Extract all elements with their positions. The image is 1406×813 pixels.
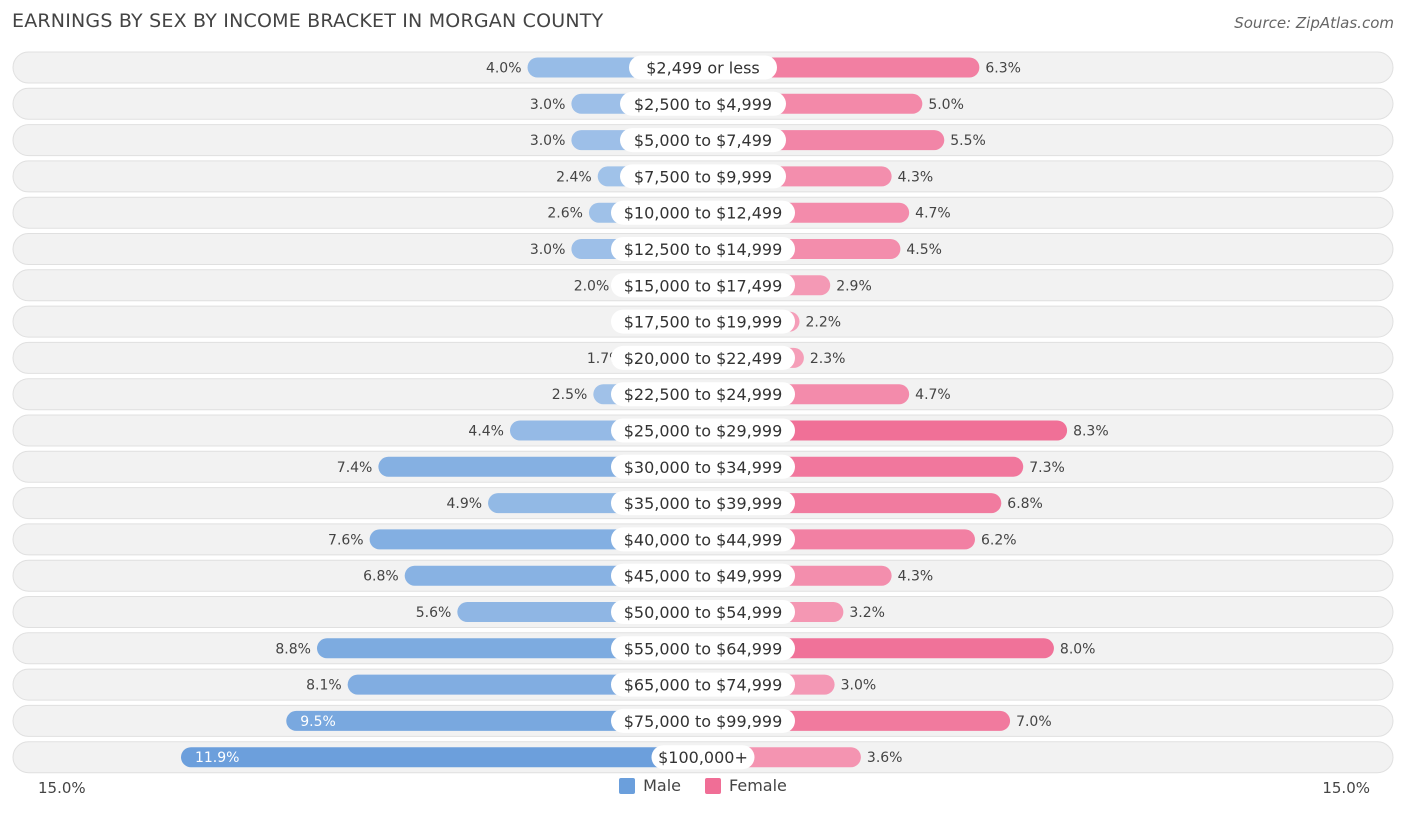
female-value-label: 4.3% [898, 169, 934, 185]
male-value-label: 7.4% [337, 460, 373, 476]
female-value-label: 8.0% [1060, 641, 1096, 657]
category-label: $10,000 to $12,499 [624, 204, 783, 223]
category-label: $75,000 to $99,999 [624, 712, 783, 731]
category-pill [611, 672, 795, 697]
category-pill [611, 636, 795, 661]
category-label: $5,000 to $7,499 [634, 131, 772, 150]
female-value-label: 3.2% [849, 605, 885, 621]
category-label: $2,500 to $4,999 [634, 95, 772, 114]
category-label: $40,000 to $44,999 [624, 530, 783, 549]
female-value-label: 3.6% [867, 750, 903, 766]
female-value-label: 2.3% [810, 351, 846, 367]
legend-male-swatch [619, 777, 636, 794]
legend-female-label: Female [729, 776, 787, 795]
male-bar [286, 710, 703, 731]
category-pill [611, 382, 795, 407]
male-bar [316, 638, 703, 659]
male-value-label: 4.0% [486, 61, 522, 77]
male-value-label: 8.1% [306, 678, 342, 694]
female-value-label: 5.5% [950, 133, 986, 149]
category-pill [611, 200, 795, 225]
male-value-label: 3.0% [530, 133, 566, 149]
male-value-label: 2.0% [574, 278, 610, 294]
category-label: $100,000+ [658, 748, 748, 767]
female-value-label: 6.3% [985, 61, 1021, 77]
female-value-label: 4.3% [898, 569, 934, 585]
female-value-label: 5.0% [928, 97, 964, 113]
female-value-label: 7.3% [1029, 460, 1065, 476]
category-pill [629, 55, 777, 80]
legend-female-swatch [705, 777, 722, 794]
category-pill [611, 345, 795, 370]
female-value-label: 4.7% [915, 206, 951, 222]
male-value-label: 2.4% [556, 169, 592, 185]
male-value-label: 2.5% [552, 387, 588, 403]
category-pill [620, 164, 786, 189]
category-pill [611, 237, 795, 261]
category-label: $55,000 to $64,999 [624, 639, 783, 658]
category-pill [611, 491, 795, 516]
female-value-label: 4.5% [906, 242, 942, 258]
male-value-label: 2.6% [547, 206, 583, 222]
category-pill [611, 527, 795, 552]
legend: Male Female [0, 776, 1406, 795]
category-label: $65,000 to $74,999 [624, 676, 783, 695]
category-pill [611, 273, 795, 298]
male-value-label: 3.0% [530, 242, 566, 258]
category-pill [611, 418, 795, 443]
male-bar [180, 747, 703, 768]
female-value-label: 7.0% [1016, 714, 1052, 730]
category-pill [611, 708, 795, 733]
legend-female[interactable]: Female [705, 776, 787, 795]
male-value-label: 9.5% [300, 714, 336, 730]
category-label: $22,500 to $24,999 [624, 385, 783, 404]
category-label: $12,500 to $14,999 [624, 240, 783, 259]
category-label: $35,000 to $39,999 [624, 494, 783, 513]
male-value-label: 4.4% [468, 424, 504, 440]
category-label: $20,000 to $22,499 [624, 349, 783, 368]
category-pill [611, 454, 795, 479]
category-label: $30,000 to $34,999 [624, 458, 783, 477]
chart-title: EARNINGS BY SEX BY INCOME BRACKET IN MOR… [12, 10, 604, 32]
legend-male-label: Male [643, 776, 682, 795]
category-label: $7,500 to $9,999 [634, 167, 772, 186]
source-label: Source: ZipAtlas.com [1234, 14, 1394, 32]
category-label: $2,499 or less [646, 59, 759, 78]
category-label: $50,000 to $54,999 [624, 603, 783, 622]
female-value-label: 2.2% [806, 315, 842, 331]
category-pill [611, 600, 795, 624]
male-value-label: 11.9% [195, 750, 239, 766]
axis-left-label: 15.0% [38, 779, 86, 797]
category-label: $25,000 to $29,999 [624, 422, 783, 441]
axis-right-label: 15.0% [1322, 779, 1370, 797]
male-value-label: 6.8% [363, 569, 399, 585]
female-value-label: 6.8% [1007, 496, 1043, 512]
female-value-label: 8.3% [1073, 424, 1109, 440]
male-value-label: 3.0% [530, 97, 566, 113]
bar-chart: 4.0% 6.3% $2,499 or less 3.0% 5.0% $2,500 to … [12, 51, 1394, 774]
category-label: $15,000 to $17,499 [624, 276, 783, 295]
female-value-label: 3.0% [841, 678, 877, 694]
female-value-label: 6.2% [981, 532, 1017, 548]
male-value-label: 5.6% [416, 605, 452, 621]
category-pill [620, 91, 786, 116]
category-pill [620, 128, 786, 153]
male-value-label: 7.6% [328, 532, 364, 548]
female-value-label: 2.9% [836, 278, 872, 294]
category-pill [611, 309, 795, 334]
category-pill [611, 563, 795, 588]
category-label: $17,500 to $19,999 [624, 313, 783, 332]
category-pill [651, 745, 755, 770]
legend-male[interactable]: Male [619, 776, 681, 795]
male-value-label: 8.8% [275, 641, 311, 657]
female-bar [703, 420, 1068, 441]
female-value-label: 4.7% [915, 387, 951, 403]
male-value-label: 4.9% [446, 496, 482, 512]
category-label: $45,000 to $49,999 [624, 567, 783, 586]
